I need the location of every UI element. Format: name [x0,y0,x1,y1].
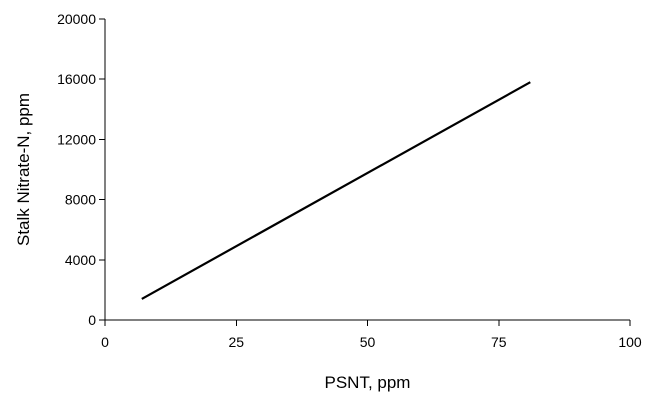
y-tick-label: 12000 [57,131,96,147]
x-tick-label: 25 [228,334,244,350]
x-tick-label: 100 [618,334,642,350]
series-line [141,81,531,300]
x-axis-ticks: 0 25 50 75 100 [101,320,642,350]
y-tick-label: 8000 [65,192,96,208]
y-tick-label: 16000 [57,71,96,87]
y-tick-label: 20000 [57,11,96,27]
x-tick-label: 0 [101,334,109,350]
y-tick-label: 4000 [65,252,96,268]
y-axis-title: Stalk Nitrate-N, ppm [14,93,33,246]
x-tick-label: 75 [491,334,507,350]
x-axis-title: PSNT, ppm [325,373,411,392]
series-layer [141,81,531,300]
x-tick-label: 50 [360,334,376,350]
y-axis-ticks: 0 4000 8000 12000 16000 20000 [57,11,105,328]
y-tick-label: 0 [88,312,96,328]
